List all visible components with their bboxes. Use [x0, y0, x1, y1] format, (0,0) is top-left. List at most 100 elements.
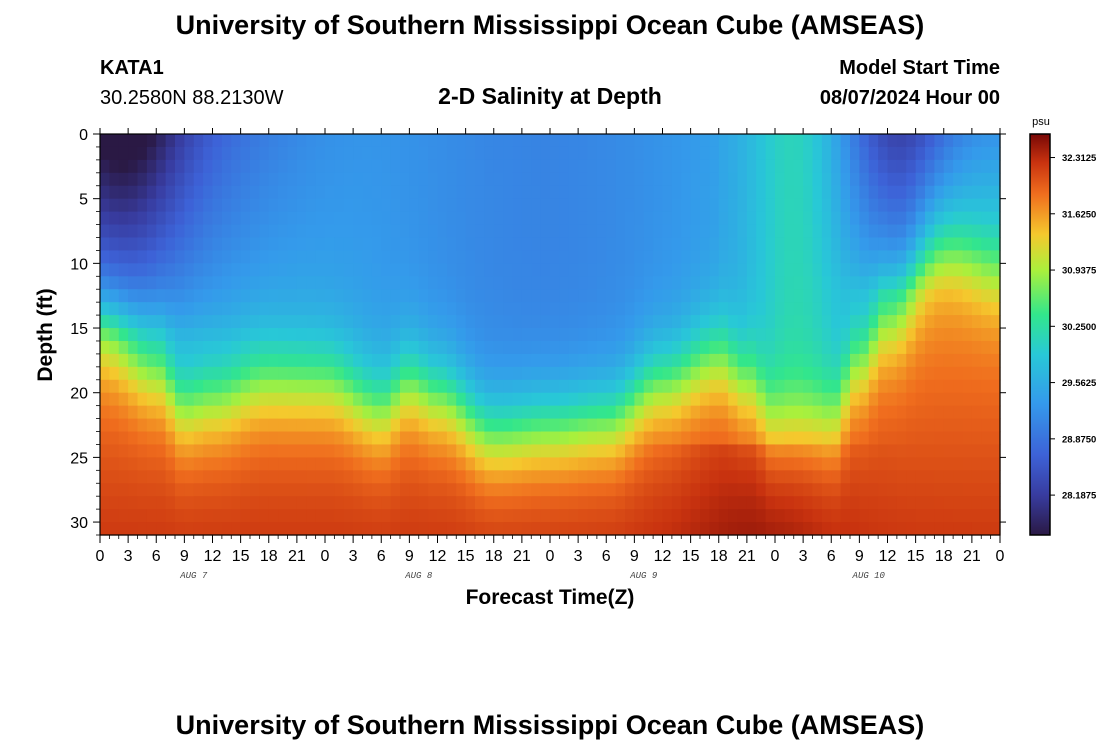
heatmap-cell	[568, 509, 579, 523]
heatmap-cell	[409, 134, 420, 148]
heatmap-cell	[943, 509, 954, 523]
heatmap-cell	[259, 522, 270, 536]
heatmap-cell	[484, 185, 495, 200]
heatmap-cell	[409, 250, 420, 264]
heatmap-cell	[550, 250, 560, 264]
heatmap-cell	[596, 134, 607, 148]
heatmap-cell	[981, 328, 992, 342]
heatmap-cell	[193, 134, 204, 148]
heatmap-cell	[409, 379, 420, 394]
heatmap-cell	[784, 276, 795, 290]
heatmap-cell	[615, 315, 626, 329]
heatmap-cell	[156, 379, 167, 394]
heatmap-cell	[315, 340, 326, 355]
heatmap-cell	[859, 392, 870, 407]
heatmap-cell	[709, 444, 720, 458]
heatmap-cell	[540, 185, 551, 200]
heatmap-cell	[981, 315, 992, 329]
heatmap-cell	[278, 483, 289, 497]
heatmap-cell	[381, 379, 392, 394]
model-start-label: Model Start Time	[839, 57, 1000, 79]
heatmap-cell	[587, 276, 598, 290]
heatmap-cell	[400, 134, 410, 148]
heatmap-cell	[803, 379, 814, 394]
heatmap-cell	[231, 405, 242, 420]
heatmap-cell	[681, 237, 692, 252]
heatmap-cell	[840, 276, 851, 290]
heatmap-cell	[278, 392, 289, 407]
heatmap-cell	[812, 431, 823, 446]
x-tick-label: 3	[124, 548, 133, 565]
heatmap-cell	[250, 211, 260, 226]
heatmap-cell	[831, 522, 842, 536]
heatmap-cell	[184, 224, 195, 239]
heatmap-cell	[878, 431, 889, 446]
heatmap-cell	[906, 496, 917, 510]
heatmap-cell	[371, 198, 382, 213]
heatmap-cell	[146, 159, 157, 174]
heatmap-cell	[521, 431, 532, 446]
heatmap-cell	[315, 198, 326, 213]
heatmap-cell	[456, 418, 467, 433]
heatmap-cell	[690, 134, 701, 148]
heatmap-cell	[718, 457, 729, 471]
heatmap-cell	[625, 379, 635, 394]
heatmap-cell	[625, 457, 635, 471]
heatmap-cell	[700, 353, 710, 368]
heatmap-cell	[578, 237, 589, 252]
heatmap-cell	[362, 198, 373, 213]
heatmap-cell	[821, 198, 832, 213]
heatmap-cell	[756, 366, 767, 381]
heatmap-cell	[428, 340, 439, 355]
heatmap-cell	[484, 302, 495, 316]
heatmap-cell	[700, 198, 710, 213]
heatmap-cell	[165, 289, 176, 303]
heatmap-cell	[362, 470, 373, 484]
heatmap-cell	[287, 392, 298, 407]
heatmap-cell	[109, 302, 120, 316]
heatmap-cell	[662, 134, 673, 148]
heatmap-cell	[821, 366, 832, 381]
heatmap-cell	[906, 509, 917, 523]
heatmap-cell	[643, 405, 654, 420]
heatmap-cell	[953, 159, 964, 174]
heatmap-cell	[456, 457, 467, 471]
heatmap-cell	[212, 366, 223, 381]
heatmap-cell	[953, 366, 964, 381]
heatmap-cell	[193, 172, 204, 187]
heatmap-cell	[943, 340, 954, 355]
heatmap-cell	[653, 315, 664, 329]
heatmap-cell	[803, 353, 814, 368]
heatmap-cell	[643, 289, 654, 303]
heatmap-cell	[812, 457, 823, 471]
heatmap-cell	[306, 224, 317, 239]
heatmap-cell	[587, 392, 598, 407]
heatmap-cell	[418, 146, 429, 161]
heatmap-cell	[690, 289, 701, 303]
heatmap-cell	[278, 418, 289, 433]
heatmap-cell	[840, 302, 851, 316]
heatmap-cell	[446, 146, 457, 161]
heatmap-cell	[746, 366, 757, 381]
heatmap-cell	[587, 340, 598, 355]
heatmap-cell	[587, 496, 598, 510]
heatmap-cell	[465, 522, 476, 536]
heatmap-cell	[259, 353, 270, 368]
heatmap-cell	[315, 405, 326, 420]
heatmap-cell	[484, 483, 495, 497]
heatmap-cell	[437, 431, 448, 446]
heatmap-cell	[371, 457, 382, 471]
heatmap-cell	[681, 418, 692, 433]
heatmap-cell	[709, 366, 720, 381]
heatmap-cell	[550, 392, 560, 407]
heatmap-cell	[484, 134, 495, 148]
heatmap-cell	[925, 289, 935, 303]
heatmap-cell	[362, 496, 373, 510]
heatmap-cell	[315, 289, 326, 303]
heatmap-cell	[175, 224, 185, 239]
heatmap-cell	[268, 353, 279, 368]
heatmap-cell	[671, 263, 682, 277]
heatmap-cell	[887, 366, 898, 381]
heatmap-cell	[409, 405, 420, 420]
heatmap-cell	[484, 509, 495, 523]
